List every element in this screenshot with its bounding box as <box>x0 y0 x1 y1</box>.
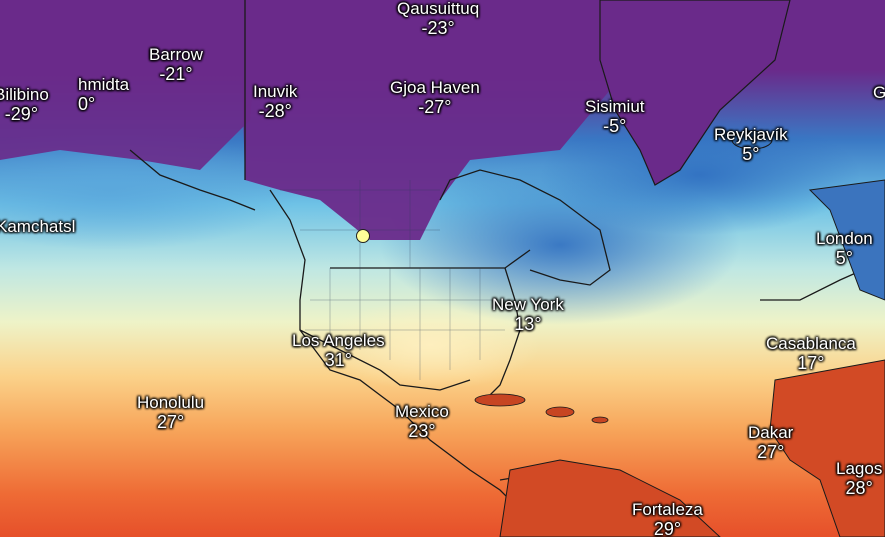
city-label-london[interactable]: London 5° <box>816 229 873 268</box>
city-label-kamchatsl[interactable]: Kamchatsl <box>0 217 76 236</box>
city-label-mexico[interactable]: Mexico 23° <box>395 402 449 441</box>
city-label-dakar[interactable]: Dakar 27° <box>748 423 794 462</box>
greenland-shape <box>599 0 791 186</box>
city-label-fortaleza[interactable]: Fortaleza 29° <box>632 500 703 537</box>
city-label-qausuittuq[interactable]: Qausuittuq -23° <box>397 0 480 38</box>
iceland-shape <box>731 130 773 150</box>
city-label-sisimiut[interactable]: Sisimiut -5° <box>585 97 645 136</box>
africa-shape <box>769 359 885 537</box>
caribbean-islands <box>474 393 609 424</box>
city-label-hmidta[interactable]: hmidta 0° <box>78 75 130 114</box>
city-label-g[interactable]: G <box>873 83 885 102</box>
city-label-honolulu[interactable]: Honolulu 27° <box>137 393 205 432</box>
city-label-new-york[interactable]: New York 13° <box>492 295 564 334</box>
city-label-gjoa-haven[interactable]: Gjoa Haven -27° <box>390 78 480 117</box>
south-america-shape <box>499 459 721 537</box>
location-marker[interactable] <box>356 229 370 243</box>
europe-shape <box>808 179 885 301</box>
city-label-los-angeles[interactable]: Los Angeles 31° <box>292 331 385 370</box>
city-label-reykjavik[interactable]: Reykjavík 5° <box>714 125 788 164</box>
city-label-lagos[interactable]: Lagos 28° <box>836 459 883 498</box>
city-label-casablanca[interactable]: Casablanca 17° <box>766 334 856 373</box>
city-label-inuvik[interactable]: Inuvik -28° <box>253 82 298 121</box>
state-lines <box>280 180 510 380</box>
city-label-barrow[interactable]: Barrow -21° <box>149 45 203 84</box>
city-label-bilibino[interactable]: Bilibino -29° <box>0 85 49 124</box>
